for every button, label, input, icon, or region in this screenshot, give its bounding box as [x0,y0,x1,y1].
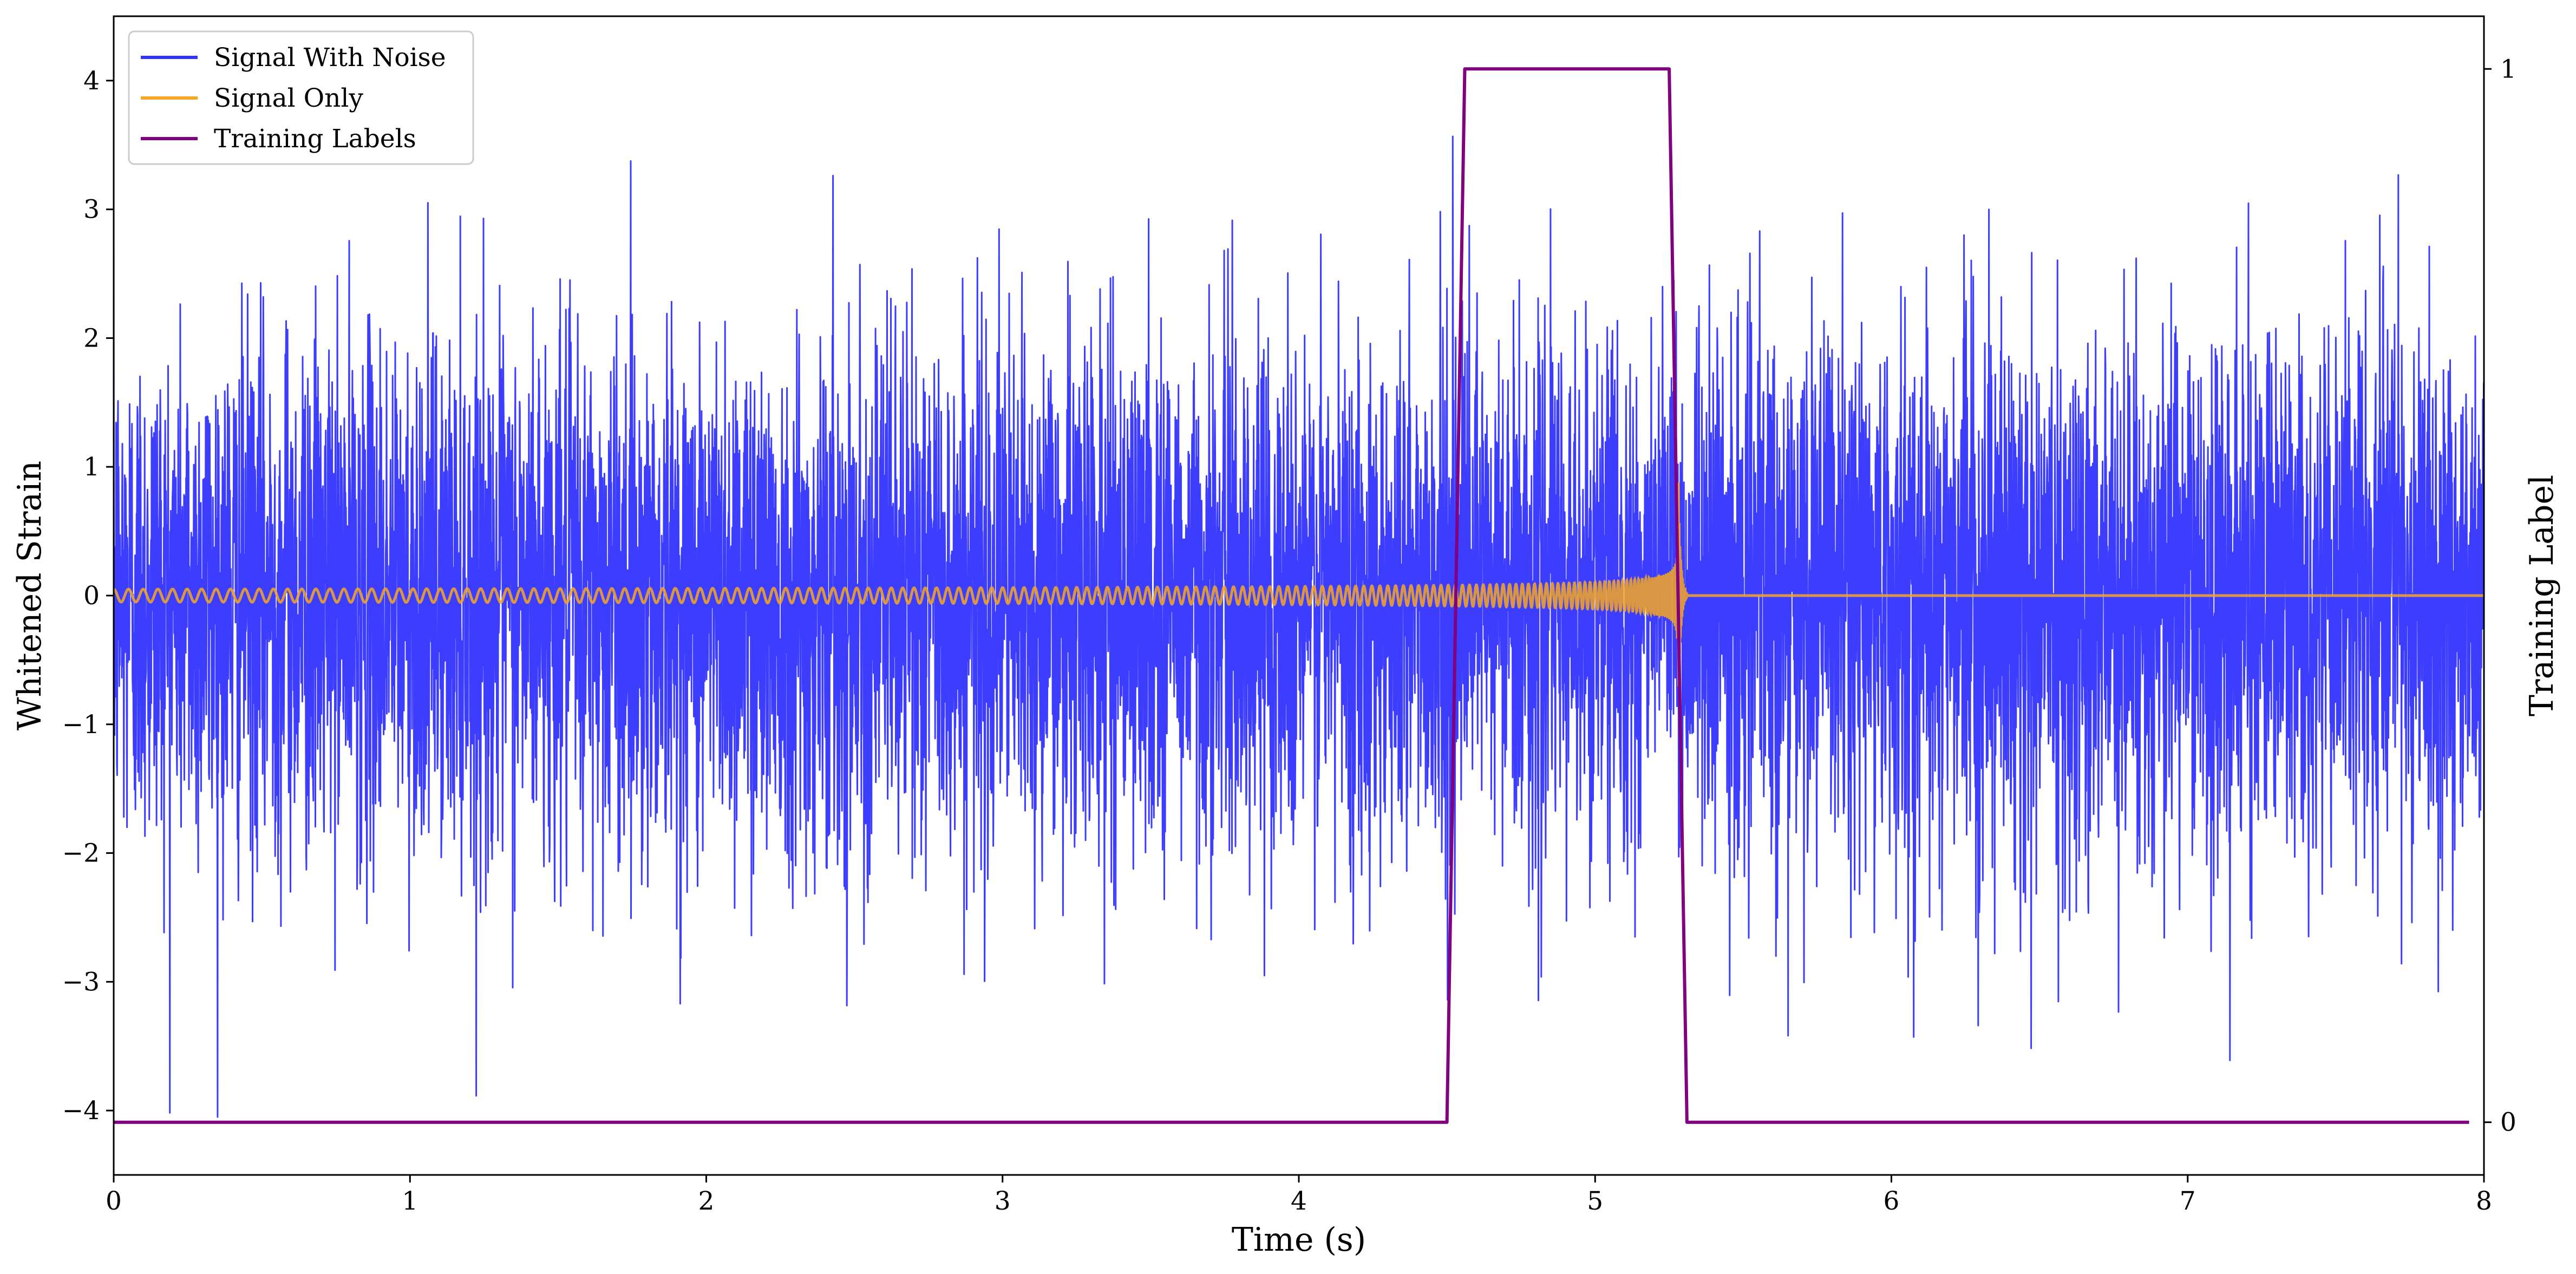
x-tick-label: 3 [995,1186,1011,1216]
series-signal-only [114,482,2484,687]
y2-tick-label: 0 [2500,1108,2516,1138]
x-tick-label: 0 [106,1186,122,1216]
y-tick-label: 4 [83,66,100,96]
x-tick-label: 2 [698,1186,715,1216]
y-tick-label: −3 [62,967,100,997]
x-axis-label: Time (s) [1232,1221,1366,1259]
y2-tick-label: 1 [2500,54,2516,84]
signal-only-line [114,482,2484,687]
y-axis-left: −4 −3 −2 −1 0 1 2 3 4 [62,66,114,1126]
x-tick-label: 1 [402,1186,418,1216]
x-tick-label: 7 [2180,1186,2196,1216]
y-tick-label: 1 [83,452,100,482]
x-tick-label: 8 [2476,1186,2492,1216]
x-axis: 0 1 2 3 4 5 6 7 8 [106,1175,2492,1216]
legend-label-signal-with-noise: Signal With Noise [214,43,446,73]
y-tick-label: 3 [83,195,100,225]
y-tick-label: −2 [62,839,100,868]
y-tick-label: 0 [83,581,100,611]
series-signal-with-noise [114,135,2484,1118]
signal-with-noise-line [114,135,2484,1118]
y-tick-label: −1 [62,710,100,740]
legend-box [128,30,474,165]
legend-label-training-labels: Training Labels [214,124,416,154]
training-labels-line [114,67,2469,1124]
legend: Signal With Noise Signal Only Training L… [128,30,474,165]
x-tick-label: 6 [1884,1186,1900,1216]
y-tick-label: 2 [83,323,100,353]
y-axis-right: 01 [2484,54,2516,1138]
y-axis-label: Whitened Strain [11,461,49,730]
legend-label-signal-only: Signal Only [214,83,363,113]
x-tick-label: 5 [1587,1186,1603,1216]
y-tick-label: −4 [62,1096,100,1126]
y2-axis-label: Training Label [2523,475,2561,716]
x-tick-label: 4 [1291,1186,1307,1216]
series-training-labels [114,67,2469,1124]
